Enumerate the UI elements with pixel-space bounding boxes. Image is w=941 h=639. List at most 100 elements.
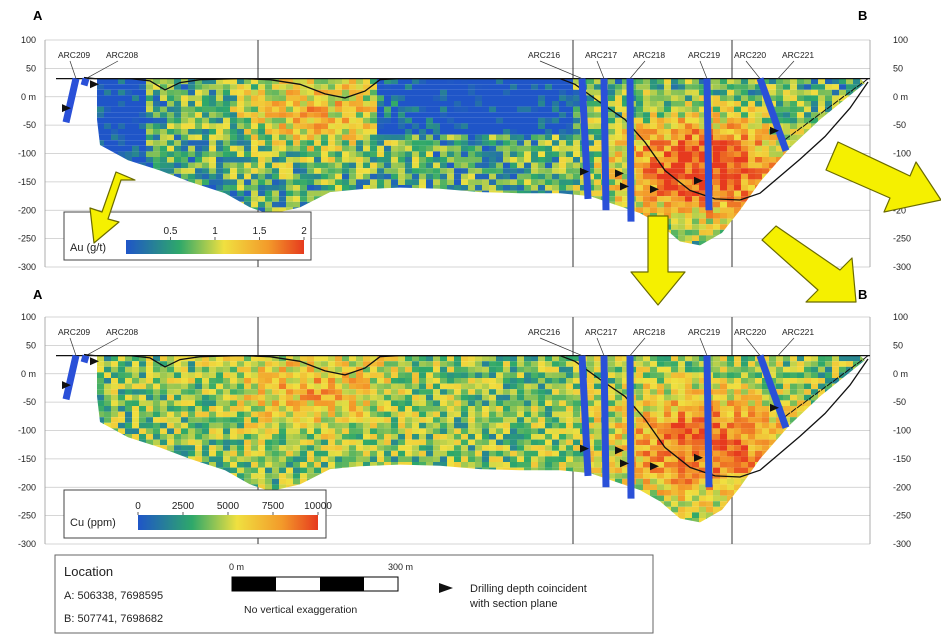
y-tick-label: 0 m xyxy=(893,369,908,379)
colorbar-tick-label: 2500 xyxy=(172,501,195,512)
section-start-label: A xyxy=(33,8,43,23)
drilling-marker-icon xyxy=(650,462,659,471)
y-tick-label: -300 xyxy=(18,262,36,272)
point-a-coords: A: 506338, 7698595 xyxy=(64,590,163,602)
highlight-arrows xyxy=(89,141,941,306)
drill-hole-trace xyxy=(626,78,635,222)
y-tick-label: -100 xyxy=(18,426,36,436)
y-tick-label: 100 xyxy=(21,35,36,45)
colorbar-tick-label: 0.5 xyxy=(164,226,178,237)
drill-hole-label: ARC220 xyxy=(734,327,766,337)
drill-hole-trace xyxy=(600,78,610,211)
marker-description-1: Drilling depth coincident xyxy=(470,583,587,595)
colorbar-tick-label: 1 xyxy=(212,226,218,237)
drill-hole-label: ARC216 xyxy=(528,327,560,337)
drill-hole-trace xyxy=(80,77,90,87)
scale-note: No vertical exaggeration xyxy=(244,604,357,616)
drilling-marker-icon xyxy=(62,381,71,390)
scale-start-label: 0 m xyxy=(229,562,244,572)
cu-drill-holes: ARC209 ARC208 ARC216 ARC217 ARC218 ARC219 ARC2… xyxy=(58,327,814,499)
drill-hole-label: ARC220 xyxy=(734,50,766,60)
drill-hole-trace xyxy=(62,354,80,401)
y-tick-label: -100 xyxy=(893,149,911,159)
y-tick-label: -250 xyxy=(893,234,911,244)
drill-hole-label: ARC221 xyxy=(782,50,814,60)
drilling-marker-icon xyxy=(694,453,703,462)
drill-hole-label: ARC219 xyxy=(688,327,720,337)
colorbar-tick-label: 2 xyxy=(301,226,307,237)
y-tick-label: -250 xyxy=(18,511,36,521)
colorbar-tick-label: 10000 xyxy=(304,501,332,512)
scale-segment xyxy=(320,577,364,591)
y-tick-label: -150 xyxy=(18,177,36,187)
drilling-marker-icon xyxy=(580,444,589,453)
colorbar-tick-label: 0 xyxy=(135,501,141,512)
y-tick-label: -300 xyxy=(893,539,911,549)
drill-hole-trace xyxy=(626,355,635,499)
y-tick-label: 0 m xyxy=(21,369,36,379)
y-tick-label: -200 xyxy=(893,482,911,492)
au-topography xyxy=(56,76,870,201)
y-tick-label: -50 xyxy=(893,120,906,130)
scale-segment xyxy=(232,577,276,591)
cu-topography xyxy=(56,353,870,478)
y-tick-label: -50 xyxy=(893,397,906,407)
drilling-marker-icon xyxy=(62,104,71,113)
y-tick-label: 0 m xyxy=(21,92,36,102)
section-start-label: A xyxy=(33,287,43,302)
y-tick-label: 0 m xyxy=(893,92,908,102)
drill-hole-trace xyxy=(756,77,790,152)
y-tick-label: -200 xyxy=(18,205,36,215)
scale-bar: 0 m 300 m No vertical exaggeration xyxy=(229,562,413,616)
y-tick-label: -50 xyxy=(23,397,36,407)
yellow-arrow-icon xyxy=(89,171,136,244)
drilling-marker-icon xyxy=(580,167,589,176)
y-tick-label: 50 xyxy=(26,63,36,73)
drill-hole-trace xyxy=(600,355,610,488)
drilling-marker-icon xyxy=(615,169,624,178)
drilling-marker-icon xyxy=(694,176,703,185)
y-tick-label: 100 xyxy=(893,35,908,45)
drill-hole-label: ARC218 xyxy=(633,50,665,60)
point-b-coords: B: 507741, 7698682 xyxy=(64,613,163,625)
au-drill-holes: ARC209 ARC208 ARC216 ARC217 ARC218 ARC219 ARC2… xyxy=(58,50,814,222)
drill-hole-label: ARC208 xyxy=(106,50,138,60)
yellow-arrow-icon xyxy=(825,141,941,213)
drill-hole-trace xyxy=(703,355,713,488)
y-tick-label: -100 xyxy=(18,149,36,159)
y-tick-label: 100 xyxy=(893,312,908,322)
y-tick-label: 50 xyxy=(893,63,903,73)
y-tick-label: -250 xyxy=(893,511,911,521)
colorbar-tick-label: 7500 xyxy=(262,501,285,512)
location-title: Location xyxy=(64,564,113,579)
drilling-marker-icon xyxy=(620,459,629,468)
drilling-marker-icon xyxy=(650,185,659,194)
cu-colorbar-gradient xyxy=(138,515,318,530)
drilling-marker-icon xyxy=(90,357,99,366)
section-end-label: B xyxy=(858,287,867,302)
y-tick-label: -300 xyxy=(893,262,911,272)
drill-hole-trace xyxy=(578,78,592,200)
y-tick-label: 100 xyxy=(21,312,36,322)
drilling-marker-icon xyxy=(620,182,629,191)
y-tick-label: -50 xyxy=(23,120,36,130)
marker-description-2: with section plane xyxy=(469,598,557,610)
y-tick-label: -300 xyxy=(18,539,36,549)
cu-y-axis-right: 100 50 0 m -50 -100 -150 -200 -250 -300 xyxy=(893,312,911,549)
cu-section-panel: A B 100 50 0 m -50 -100 -150 -200 -250 -300 100 5… xyxy=(18,287,911,549)
y-tick-label: -200 xyxy=(18,482,36,492)
y-tick-label: -100 xyxy=(893,426,911,436)
drill-hole-trace xyxy=(756,354,790,429)
legend-frame xyxy=(54,554,654,634)
yellow-arrow-icon xyxy=(630,215,686,306)
drill-hole-trace xyxy=(703,78,713,211)
drill-hole-label: ARC217 xyxy=(585,327,617,337)
y-tick-label: -150 xyxy=(18,454,36,464)
au-colorbar-label: Au (g/t) xyxy=(70,242,106,254)
drilling-marker-icon xyxy=(615,446,624,455)
cu-colorbar-label: Cu (ppm) xyxy=(70,517,116,529)
cu-colorbar-frame xyxy=(63,489,327,539)
colorbar-tick-label: 5000 xyxy=(217,501,240,512)
